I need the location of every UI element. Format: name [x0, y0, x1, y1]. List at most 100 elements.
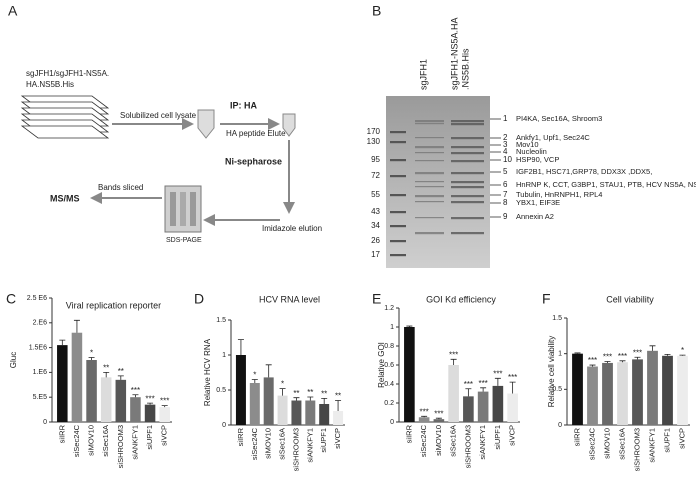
bar	[572, 353, 583, 425]
bar	[632, 359, 643, 425]
band-number: 6	[503, 180, 508, 189]
significance: ***	[633, 348, 642, 357]
band-proteins: YBX1, EIF3E	[516, 198, 560, 207]
gel-band	[451, 195, 484, 198]
marker-band	[390, 194, 406, 197]
y-tick-label: 2.E6	[33, 320, 48, 327]
error-bar	[321, 398, 328, 404]
gel-band	[415, 123, 444, 125]
chart-title: Viral replication reporter	[66, 300, 161, 310]
error-bar	[117, 375, 124, 380]
y-tick-label: 0	[43, 419, 47, 426]
y-tick-label: 0.5	[216, 387, 226, 394]
band-number: 10	[503, 155, 512, 164]
x-tick-label: siUPF1	[145, 425, 154, 450]
significance: ***	[145, 394, 154, 403]
error-bar	[265, 364, 272, 378]
gel-band	[451, 123, 484, 126]
x-tick-label: siANKFY1	[478, 425, 487, 460]
significance: ***	[588, 356, 597, 365]
step-text: MS/MS	[50, 193, 80, 203]
lane-label: sgJFH1-NS5A.HA	[449, 17, 459, 90]
significance: *	[681, 346, 684, 355]
step-text: HA peptide Elute	[226, 129, 286, 138]
x-tick-label: siANKFY1	[130, 425, 139, 460]
y-tick-label: 0	[222, 422, 226, 429]
significance: **	[293, 389, 299, 398]
marker-band	[390, 159, 406, 162]
band-proteins: Ankfy1, Upf1, Sec24C	[516, 133, 590, 142]
gel-band	[415, 146, 444, 149]
significance: ***	[449, 350, 458, 359]
marker-label: 34	[371, 221, 380, 230]
gel-band	[415, 160, 444, 162]
error-bar	[237, 339, 244, 355]
significance: ***	[419, 407, 428, 416]
band-proteins: HSP90, VCP	[516, 155, 559, 164]
error-bar	[574, 352, 581, 354]
panel-label: B	[372, 3, 381, 19]
band-number: 4	[503, 147, 508, 156]
y-tick-label: 1.5E6	[29, 344, 47, 351]
error-bar	[279, 388, 286, 396]
gel-band	[415, 137, 444, 139]
gel-band	[415, 152, 444, 154]
y-tick-label: 0.5	[552, 386, 562, 393]
y-axis-label: Relative HCV RNA	[203, 338, 212, 406]
error-bar	[88, 357, 95, 360]
tube	[197, 109, 215, 139]
error-bar	[103, 372, 110, 378]
x-tick-label: siIRR	[572, 427, 581, 446]
gel-band	[415, 181, 444, 183]
bar	[418, 417, 430, 422]
sample-name: HA.NS5B.His	[26, 80, 74, 89]
band-proteins: HnRNP K, CCT, G3BP1, STAU1, PTB, HCV NS5…	[516, 180, 696, 189]
x-tick-label: siIRR	[57, 424, 66, 443]
error-bar	[293, 397, 300, 401]
sample-name: sgJFH1/sgJFH1-NS5A.	[26, 69, 109, 78]
x-tick-label: siVCP	[160, 425, 169, 446]
panel-label: F	[542, 291, 551, 307]
bar	[100, 377, 112, 422]
x-tick-label: siSec16A	[101, 425, 110, 457]
y-tick-label: 0.2	[384, 400, 394, 407]
x-tick-label: siVCP	[508, 425, 517, 446]
bar	[159, 407, 170, 422]
band-number: 8	[503, 198, 508, 207]
bar	[263, 377, 274, 425]
gel-band	[415, 195, 444, 198]
bar	[71, 332, 83, 422]
band-number: 5	[503, 167, 508, 176]
bar	[587, 366, 598, 425]
error-bar	[509, 381, 516, 394]
significance: ***	[160, 397, 169, 406]
significance: ***	[618, 352, 627, 361]
band-proteins: Annexin A2	[516, 212, 554, 221]
bar	[448, 365, 459, 422]
band-proteins: IGF2B1, HSC71,GRP78, DDX3X ,DDX5,	[516, 167, 652, 176]
significance: **	[118, 367, 124, 376]
band-number: 9	[503, 212, 508, 221]
x-tick-label: siSec24C	[419, 424, 428, 457]
gel-band	[451, 172, 484, 175]
error-bar	[132, 394, 139, 398]
x-tick-label: siSec16A	[449, 425, 458, 457]
bar	[463, 396, 474, 422]
marker-label: 26	[371, 236, 380, 245]
x-tick-label: siIRR	[236, 427, 245, 446]
error-bar	[649, 345, 656, 351]
x-tick-label: siIRR	[404, 424, 413, 443]
lane-label: sgJFH1	[418, 59, 428, 90]
significance: *	[90, 349, 93, 358]
y-axis-label: Relative GOI	[377, 342, 386, 388]
marker-label: 130	[367, 137, 381, 146]
band-number: 3	[503, 140, 508, 149]
significance: ***	[508, 373, 517, 382]
significance: *	[281, 380, 284, 389]
marker-band	[390, 141, 406, 144]
step-text: Imidazole elution	[262, 224, 322, 233]
y-tick-label: 1.5	[216, 317, 226, 324]
x-tick-label: siMOV10	[87, 425, 96, 456]
gel-band	[415, 201, 444, 203]
